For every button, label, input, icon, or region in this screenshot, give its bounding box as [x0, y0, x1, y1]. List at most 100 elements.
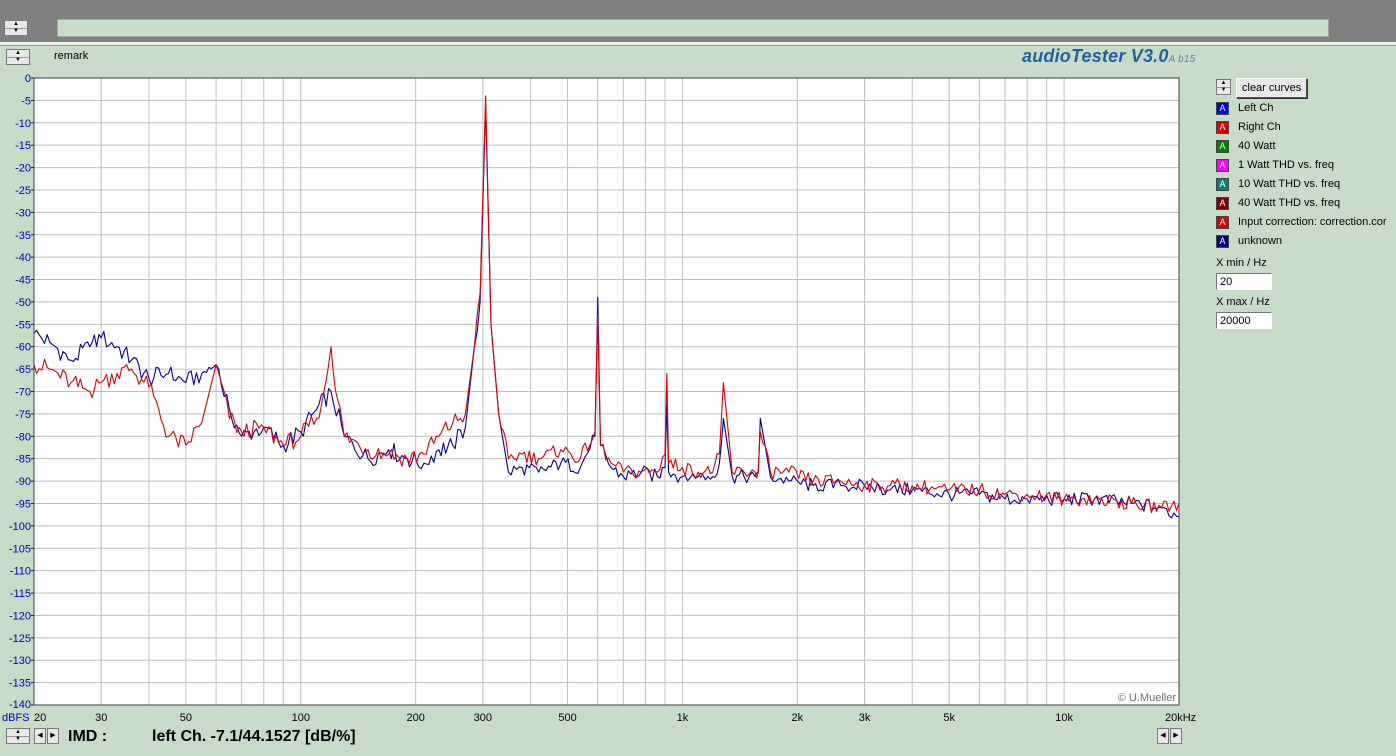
legend-label: 40 Watt: [1238, 140, 1276, 152]
y-tick-label: -110: [10, 566, 31, 578]
legend-swatch-icon[interactable]: A: [1216, 215, 1229, 229]
spin-up-icon[interactable]: ▲: [7, 729, 29, 737]
x-tick-label: 500: [558, 712, 576, 724]
plot-border: [33, 77, 1180, 706]
legend-label: 40 Watt THD vs. freq: [1238, 197, 1341, 209]
legend-label: 10 Watt THD vs. freq: [1238, 178, 1341, 190]
y-tick-label: -25: [15, 185, 31, 197]
x-tick-label: 200: [406, 712, 424, 724]
spin-up-icon[interactable]: ▲: [7, 50, 29, 58]
x-tick-label: 10k: [1055, 712, 1073, 724]
brand-version: A b15: [1168, 54, 1196, 65]
legend-item[interactable]: A 10 Watt THD vs. freq: [1216, 176, 1340, 192]
legend-swatch-icon[interactable]: A: [1216, 234, 1229, 248]
legend-item[interactable]: A 1 Watt THD vs. freq: [1216, 157, 1334, 173]
series-line: [33, 104, 1180, 519]
remark-spinner[interactable]: ▲ ▼: [6, 49, 30, 65]
y-tick-label: -130: [9, 655, 31, 667]
spin-down-icon[interactable]: ▼: [15, 736, 21, 742]
series-line: [33, 95, 1180, 514]
xmin-label: X min / Hz: [1216, 257, 1267, 269]
x-tick-label: 50: [180, 712, 192, 724]
y-tick-label: -50: [15, 297, 31, 309]
y-tick-label: 0: [25, 73, 31, 85]
y-axis-unit: dBFS: [2, 712, 30, 724]
y-tick-label: -60: [15, 342, 31, 354]
spin-down-icon[interactable]: ▼: [1220, 87, 1227, 93]
legend-label: unknown: [1238, 235, 1283, 247]
x-tick-label: 100: [292, 712, 310, 724]
imd-label: IMD :: [68, 728, 108, 745]
spin-up-icon[interactable]: ▲: [5, 21, 27, 29]
separator: [0, 42, 1396, 46]
y-tick-label: -80: [15, 431, 31, 443]
legend-swatch-icon[interactable]: A: [1216, 158, 1229, 172]
app-brand: audioTester V3.0A b15: [1022, 46, 1195, 67]
top-scroll-area: ▲ ▼: [0, 0, 1396, 42]
x-tick-label: 2k: [792, 712, 804, 724]
spectrum-chart: 0 -5 -10 -15 -20 -25 -30 -35 -40 -45 -50 -55 -60 -65 -…: [2, 73, 1196, 724]
spin-up-icon[interactable]: ▲: [1217, 80, 1230, 88]
spin-down-icon[interactable]: ▼: [13, 28, 19, 34]
scroll-left-icon[interactable]: ◀: [1157, 728, 1169, 744]
legend-swatch-icon[interactable]: A: [1216, 120, 1229, 134]
xmin-input[interactable]: [1216, 273, 1272, 290]
y-tick-label: -120: [9, 610, 31, 622]
clear-spinner[interactable]: ▲ ▼: [1216, 79, 1231, 95]
y-tick-label: -85: [15, 454, 31, 466]
y-tick-label: -40: [15, 252, 31, 264]
y-tick-label: -15: [15, 140, 31, 152]
legend-item[interactable]: A Right Ch: [1216, 119, 1281, 135]
legend-swatch-icon[interactable]: A: [1216, 177, 1229, 191]
clear-curves-button[interactable]: clear curves: [1236, 78, 1308, 98]
legend-swatch-icon[interactable]: A: [1216, 139, 1229, 153]
y-tick-label: -125: [9, 633, 31, 645]
brand-title: audioTester V3.0: [1022, 46, 1169, 66]
legend-item[interactable]: A 40 Watt: [1216, 138, 1276, 154]
x-tick-label: 1k: [677, 712, 689, 724]
top-scroll-track[interactable]: [57, 19, 1329, 37]
top-spinner[interactable]: ▲ ▼: [4, 20, 28, 36]
y-tick-label: -65: [15, 364, 31, 376]
prev-arrow-icon[interactable]: ◀: [34, 728, 46, 744]
spin-down-icon[interactable]: ▼: [15, 57, 21, 63]
x-tick-label: 3k: [859, 712, 871, 724]
y-tick-label: -90: [15, 476, 31, 488]
legend-item[interactable]: A Left Ch: [1216, 100, 1273, 116]
legend-label: 1 Watt THD vs. freq: [1238, 159, 1334, 171]
next-arrow-icon[interactable]: ▶: [47, 728, 59, 744]
legend-item[interactable]: A Input correction: correction.cor: [1216, 214, 1387, 230]
y-tick-label: -100: [9, 521, 31, 533]
remark-label: remark: [54, 50, 89, 62]
x-tick-label: 300: [474, 712, 492, 724]
scroll-right-icon[interactable]: ▶: [1170, 728, 1182, 744]
y-tick-label: -30: [15, 207, 31, 219]
copyright-label: © U.Mueller: [1118, 692, 1177, 704]
y-tick-label: -10: [15, 118, 31, 130]
y-tick-label: -95: [15, 498, 31, 510]
legend-swatch-icon[interactable]: A: [1216, 101, 1229, 115]
y-tick-label: -35: [15, 230, 31, 242]
x-tick-label: 20: [34, 712, 46, 724]
y-tick-label: -115: [10, 588, 31, 600]
x-tick-label: 20kHz: [1165, 712, 1196, 724]
y-tick-label: -55: [15, 319, 31, 331]
legend-item[interactable]: A 40 Watt THD vs. freq: [1216, 195, 1340, 211]
y-tick-label: -75: [15, 409, 31, 421]
y-tick-label: -105: [9, 543, 31, 555]
y-tick-label: -140: [9, 699, 31, 711]
bottom-spinner[interactable]: ▲ ▼: [6, 728, 30, 744]
legend-label: Right Ch: [1238, 121, 1281, 133]
legend-label: Left Ch: [1238, 102, 1274, 114]
y-tick-label: -45: [15, 275, 31, 287]
y-tick-label: -135: [9, 678, 31, 690]
xmax-input[interactable]: [1216, 312, 1272, 329]
y-tick-label: -20: [15, 163, 31, 175]
xmax-label: X max / Hz: [1216, 296, 1270, 308]
x-tick-label: 30: [95, 712, 107, 724]
legend-label: Input correction: correction.cor: [1238, 216, 1387, 228]
imd-value: left Ch. -7.1/44.1527 [dB/%]: [152, 728, 356, 745]
legend-swatch-icon[interactable]: A: [1216, 196, 1229, 210]
x-tick-label: 5k: [943, 712, 955, 724]
